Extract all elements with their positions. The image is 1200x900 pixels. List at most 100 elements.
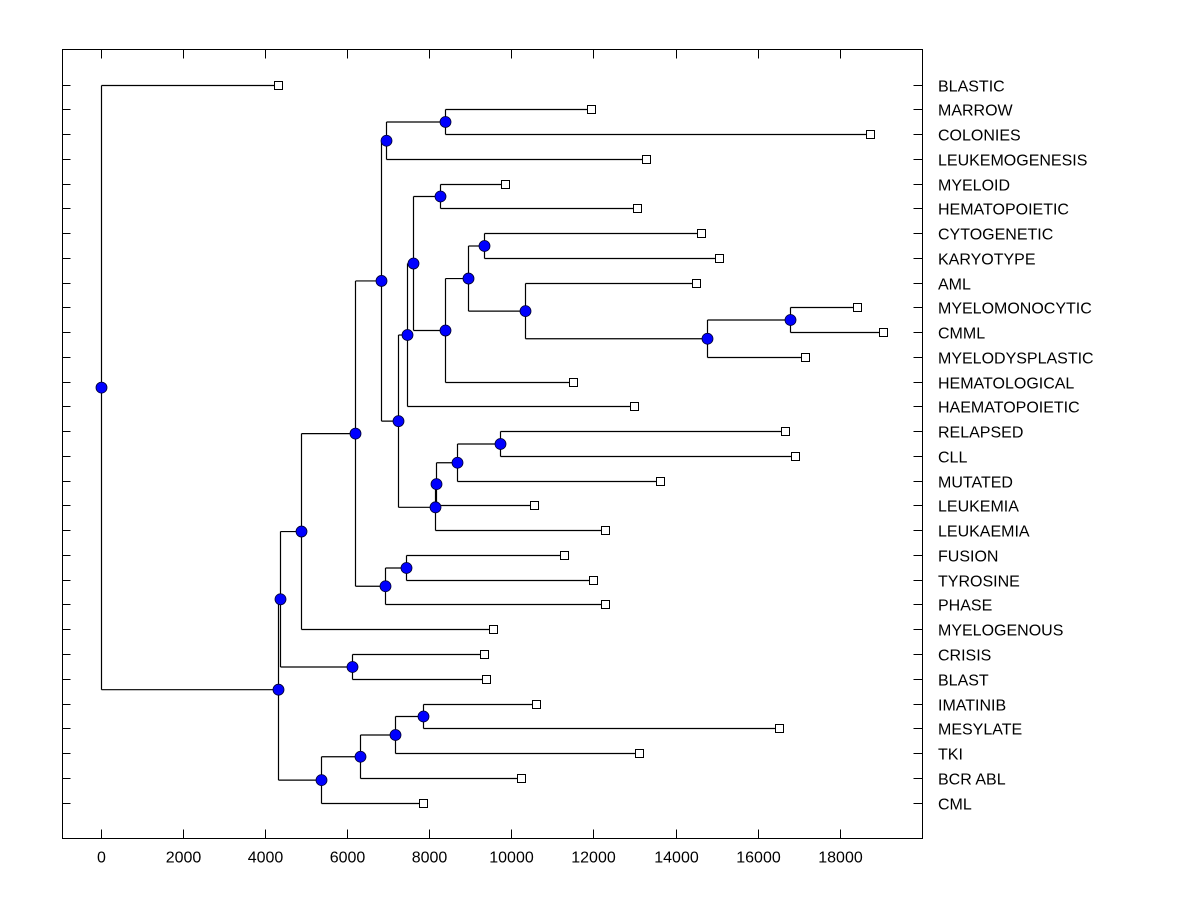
x-tick-label: 12000 [571,850,616,867]
leaf-marker [853,303,862,312]
leaf-label: PHASE [938,598,992,615]
leaf-marker [489,625,498,634]
leaf-marker [501,180,510,189]
leaf-label: MYELODYSPLASTIC [938,351,1094,368]
leaf-label: LEUKEMIA [938,499,1019,516]
leaf-label: BLAST [938,673,989,690]
node-marker [451,456,464,469]
node-marker [439,116,452,128]
node-marker [400,562,413,574]
x-tick-label: 2000 [166,850,202,867]
leaf-label: BCR ABL [938,772,1006,789]
node-marker [349,427,362,440]
leaf-label: LEUKAEMIA [938,524,1030,541]
leaf-label: RELAPSED [938,425,1023,442]
node-marker [439,324,452,337]
leaf-marker [532,700,541,709]
leaf-marker [791,452,800,461]
node-marker [417,710,430,723]
leaf-label: COLONIES [938,128,1021,145]
node-marker [478,240,491,252]
leaf-label: CLL [938,450,967,467]
node-marker [519,305,532,318]
node-marker [315,774,328,787]
axis-ticks [62,49,923,839]
leaf-marker [274,81,283,90]
leaf-marker [635,749,644,758]
x-tick-label: 18000 [818,850,863,867]
leaf-label: IMATINIB [938,698,1006,715]
leaf-label: MYELOMONOCYTIC [938,301,1092,318]
leaf-label: KARYOTYPE [938,252,1036,269]
node-marker [429,501,442,514]
x-tick-label: 6000 [330,850,366,867]
x-tick-label: 14000 [654,850,699,867]
node-marker [379,580,392,593]
leaf-label: HAEMATOPOIETIC [938,400,1080,417]
node-marker [494,438,507,450]
leaf-label: MESYLATE [938,722,1022,739]
dendrogram-edges [100,84,884,805]
leaf-label: MARROW [938,103,1014,120]
leaf-marker [656,477,665,486]
leaf-label: CMML [938,326,985,343]
leaf-marker [801,353,810,362]
leaf-marker [781,427,790,436]
leaf-marker [589,576,598,585]
leaf-label: HEMATOLOGICAL [938,376,1074,393]
node-marker [784,314,797,326]
leaf-marker [879,328,888,337]
node-marker [354,750,367,763]
leaf-marker [866,130,875,139]
leaf-label: LEUKEMOGENESIS [938,153,1087,170]
leaf-marker [601,526,610,535]
x-tick-label: 0 [97,850,106,867]
node-marker [434,190,447,203]
leaf-label: MYELOID [938,178,1010,195]
leaf-label: MUTATED [938,475,1013,492]
leaf-marker [419,799,428,808]
leaf-marker [480,650,489,659]
leaf-marker [517,774,526,783]
node-marker [430,478,443,491]
node-marker [272,683,285,696]
leaf-label: AML [938,277,971,294]
leaf-label: TKI [938,747,963,764]
x-tick-label: 16000 [736,850,781,867]
x-tick-label: 8000 [412,850,448,867]
leaf-marker [775,724,784,733]
leaf-label: MYELOGENOUS [938,623,1063,640]
leaf-marker [642,155,651,164]
leaf-marker [560,551,569,560]
node-marker [375,275,388,287]
leaf-label: BLASTIC [938,79,1005,96]
node-marker [95,381,108,394]
node-marker [407,257,420,270]
leaf-label: CML [938,797,972,814]
leaf-marker [569,378,578,387]
leaf-marker [601,600,610,609]
dendrogram-leaves [274,81,888,808]
node-marker [346,661,359,673]
node-marker [701,332,714,345]
leaf-marker [692,279,701,288]
node-marker [392,415,405,428]
leaf-marker [587,105,596,114]
node-marker [462,272,475,285]
leaf-marker [530,501,539,510]
node-marker [380,134,393,147]
leaf-marker [697,229,706,238]
leaf-label: CYTOGENETIC [938,227,1053,244]
leaf-marker [633,204,642,213]
leaf-marker [715,254,724,263]
leaf-marker [630,402,639,411]
leaf-label: TYROSINE [938,574,1020,591]
x-tick-label: 4000 [248,850,284,867]
leaf-labels: BLASTIC MARROW COLONIES LEUKEMOGENESIS MYELO… [938,79,1094,814]
node-marker [295,525,308,538]
x-tick-label: 10000 [489,850,534,867]
leaf-label: FUSION [938,549,998,566]
node-marker [389,729,402,741]
x-axis-tick-labels: 0 2000 4000 6000 8000 10000 12000 14000 16000 180… [97,850,863,867]
